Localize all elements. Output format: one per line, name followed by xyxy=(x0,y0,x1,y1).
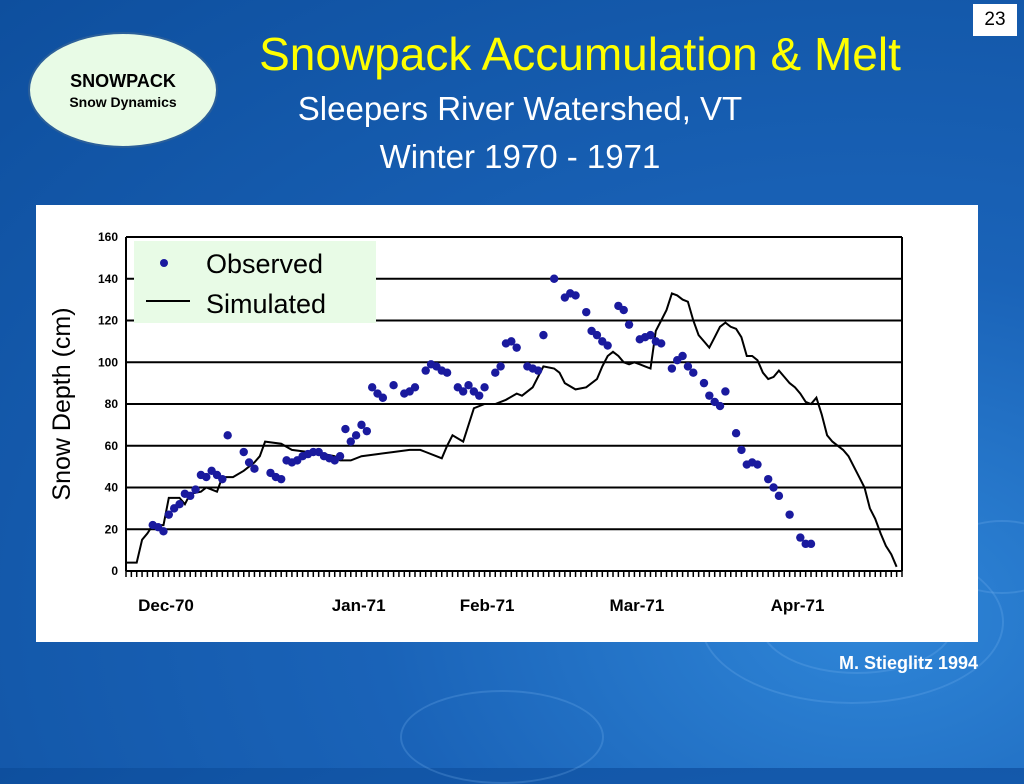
observed-point xyxy=(624,320,634,329)
background-ripple xyxy=(400,690,604,784)
slide-subtitle-location: Sleepers River Watershed, VT xyxy=(297,90,743,127)
y-tick-label: 160 xyxy=(98,230,118,244)
legend-simulated-label: Simulated xyxy=(206,289,326,319)
observed-point xyxy=(367,383,377,392)
simulated-line xyxy=(126,292,898,568)
observed-point xyxy=(496,362,505,371)
observed-point xyxy=(507,337,516,346)
observed-point xyxy=(421,366,430,375)
observed-point xyxy=(549,274,559,283)
observed-point xyxy=(351,431,361,440)
snow-depth-chart: 0 20 40 60 80 100 120 140 160 Dec-70 Jan-71 Feb-71 M… xyxy=(48,230,903,615)
observed-point xyxy=(186,491,195,501)
observed-point xyxy=(539,330,548,340)
observed-point xyxy=(678,351,687,361)
observed-point xyxy=(341,424,350,434)
y-axis-label: Snow Depth (cm) xyxy=(48,307,76,500)
observed-point xyxy=(619,305,628,315)
observed-point xyxy=(721,387,730,396)
y-tick-label: 140 xyxy=(98,272,118,286)
observed-point xyxy=(464,381,473,390)
observed-point xyxy=(764,474,773,484)
observed-point xyxy=(667,364,677,373)
observed-point xyxy=(785,510,794,519)
observed-point xyxy=(239,447,248,457)
observed-point xyxy=(335,451,345,461)
legend-observed-marker xyxy=(160,259,168,267)
y-tick-label: 20 xyxy=(105,522,119,536)
observed-point xyxy=(656,339,666,348)
badge-title: SNOWPACK xyxy=(70,70,176,91)
observed-point xyxy=(223,431,232,440)
y-tick-label: 0 xyxy=(111,564,118,578)
observed-point xyxy=(571,291,580,300)
observed-point xyxy=(277,474,286,484)
observed-point xyxy=(218,474,227,484)
observed-point xyxy=(164,510,174,519)
chart-panel: 0 20 40 60 80 100 120 140 160 Dec-70 Jan-71 Feb-71 M… xyxy=(36,205,978,642)
y-tick-label: 100 xyxy=(98,355,118,369)
y-tick-label: 60 xyxy=(105,439,119,453)
observed-point xyxy=(796,533,805,542)
observed-point xyxy=(191,485,200,494)
observed-point xyxy=(512,343,521,352)
observed-point xyxy=(244,458,254,467)
observed-point xyxy=(715,401,725,411)
observed-point xyxy=(769,483,778,492)
observed-point xyxy=(737,445,746,455)
observed-point xyxy=(689,368,698,377)
slide-subtitle-period: Winter 1970 - 1971 xyxy=(379,138,661,175)
x-tick-label: Mar-71 xyxy=(610,596,665,615)
observed-point xyxy=(389,381,398,390)
observed-point xyxy=(159,527,168,536)
author-credit: M. Stieglitz 1994 xyxy=(838,653,978,673)
observed-point xyxy=(533,366,543,375)
observed-point xyxy=(357,420,366,430)
observed-point xyxy=(705,391,714,400)
observed-point xyxy=(592,330,602,340)
legend-observed-label: Observed xyxy=(206,249,323,279)
observed-point xyxy=(458,387,468,396)
x-tick-label: Apr-71 xyxy=(771,596,825,615)
observed-point xyxy=(806,539,816,549)
x-tick-label: Feb-71 xyxy=(460,596,515,615)
observed-point xyxy=(442,368,452,377)
observed-point xyxy=(175,500,184,509)
observed-point xyxy=(346,437,355,446)
slide-title: Snowpack Accumulation & Melt xyxy=(259,28,901,80)
observed-point xyxy=(753,460,762,469)
observed-point xyxy=(410,383,420,392)
observed-point xyxy=(491,368,500,377)
observed-point xyxy=(475,391,484,400)
x-tick-label: Dec-70 xyxy=(138,596,194,615)
y-tick-label: 40 xyxy=(105,481,119,495)
observed-point xyxy=(646,330,655,340)
observed-point xyxy=(582,307,591,317)
observed-point xyxy=(699,378,709,388)
x-tick-label: Jan-71 xyxy=(332,596,386,615)
page-number: 23 xyxy=(973,4,1017,36)
observed-point xyxy=(774,491,784,501)
badge-subtitle: Snow Dynamics xyxy=(69,93,177,110)
observed-point xyxy=(250,464,259,473)
observed-point xyxy=(603,341,612,350)
legend-box xyxy=(134,241,376,323)
y-tick-label: 80 xyxy=(105,397,119,411)
observed-point xyxy=(480,383,489,392)
observed-point xyxy=(202,472,211,482)
observed-point xyxy=(362,426,372,436)
y-tick-label: 120 xyxy=(98,314,118,328)
observed-point xyxy=(378,393,388,402)
section-badge: SNOWPACK Snow Dynamics xyxy=(28,32,218,148)
observed-point xyxy=(683,362,693,371)
observed-point xyxy=(731,429,741,438)
